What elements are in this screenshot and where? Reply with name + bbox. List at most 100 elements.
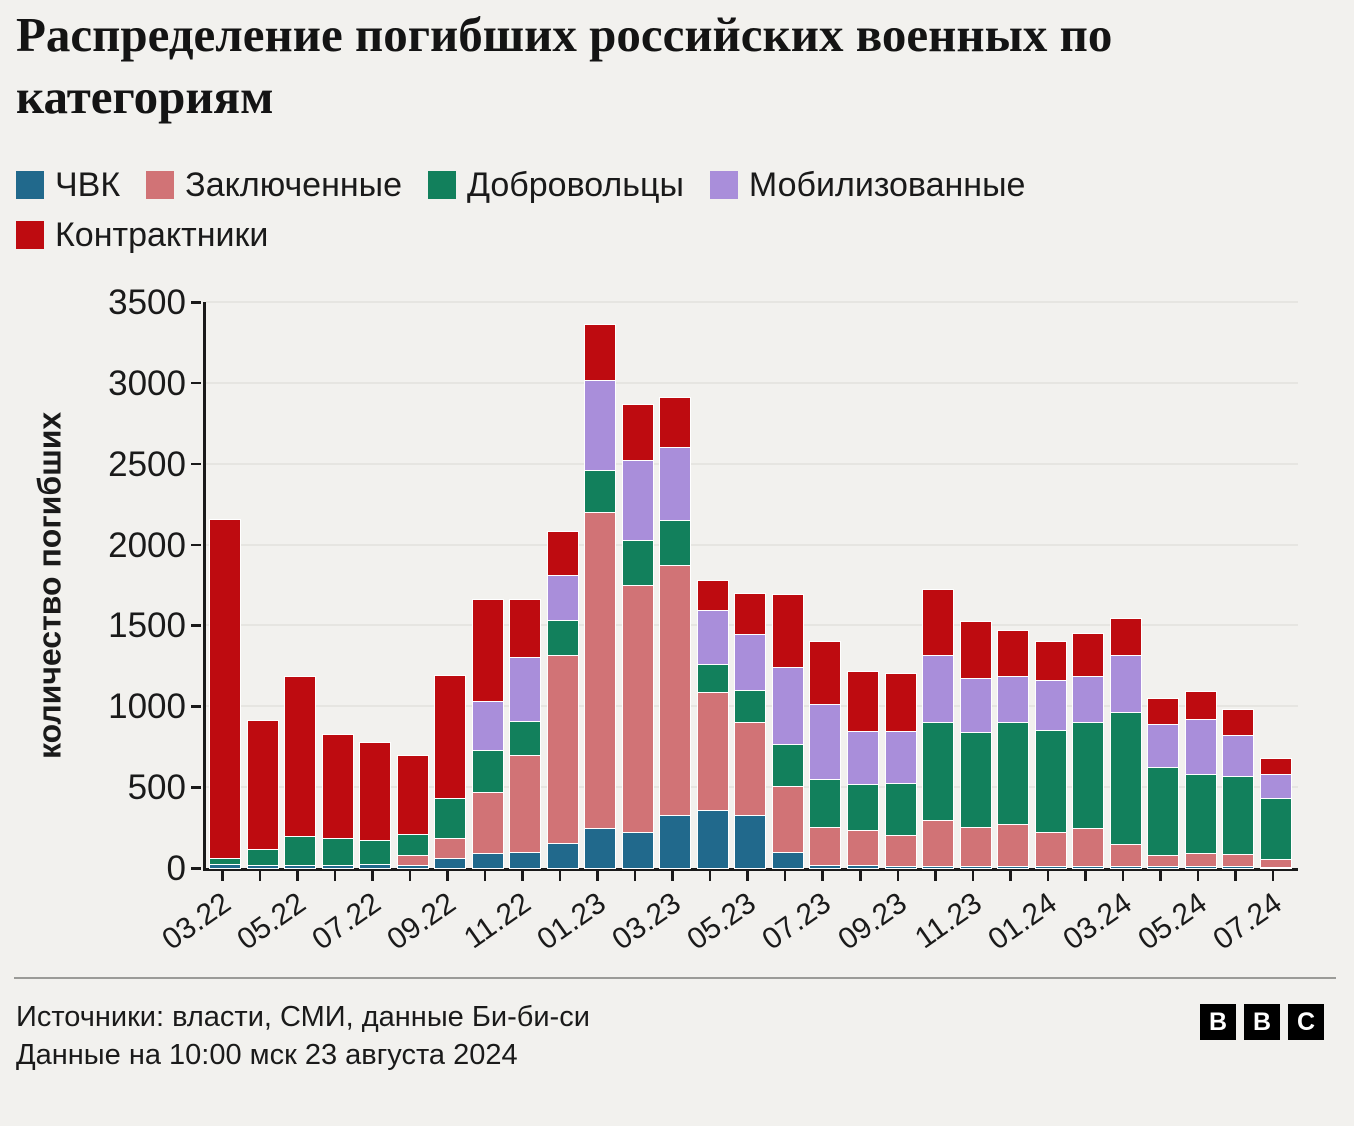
bar-05.23-segment-Мобилизованные <box>734 632 767 692</box>
bar-05.24-segment-Заключенные <box>1184 852 1217 868</box>
bar-12.23-segment-Мобилизованные <box>997 674 1030 724</box>
bar-06.24-segment-Контрактники <box>1222 709 1255 737</box>
x-axis-tick-07.22 <box>371 871 374 881</box>
bar-05.24-segment-ЧВК <box>1184 865 1217 869</box>
bar-02.24-segment-Добровольцы <box>1072 720 1105 830</box>
bar-06.23-segment-ЧВК <box>771 850 804 870</box>
bar-07.23-segment-Контрактники <box>809 640 842 705</box>
bar-10.22-segment-Добровольцы <box>471 748 504 794</box>
bar-01.24-segment-Мобилизованные <box>1034 679 1067 731</box>
bar-03.24-segment-ЧВК <box>1109 865 1142 869</box>
bar-12.22-segment-ЧВК <box>546 841 579 870</box>
bar-04.23-segment-Мобилизованные <box>696 609 729 666</box>
y-axis-tick-1000 <box>191 705 201 708</box>
legend-label: Заключенные <box>185 166 402 204</box>
x-axis-tick-09.22 <box>446 871 449 881</box>
x-axis-tick-11.23 <box>971 871 975 881</box>
bar-03.23-segment-Контрактники <box>659 397 692 448</box>
bar-06.24-segment-Добровольцы <box>1222 774 1255 856</box>
bar-04.23-segment-Заключенные <box>696 690 729 811</box>
bar-06.24-segment-Заключенные <box>1222 853 1255 868</box>
bar-08.23-segment-Контрактники <box>847 671 879 733</box>
bar-04.24-segment-Мобилизованные <box>1147 723 1180 768</box>
bar-12.22-segment-Добровольцы <box>546 618 579 657</box>
x-axis-tick-05.22 <box>296 871 299 881</box>
bar-02.24-segment-Контрактники <box>1072 633 1105 677</box>
bar-10.22-segment-ЧВК <box>471 852 504 869</box>
y-axis-tick-2000 <box>191 543 201 547</box>
y-axis-label-2500: 2500 <box>108 444 186 484</box>
y-axis-tick-3500 <box>191 301 201 304</box>
bar-02.23-segment-Мобилизованные <box>621 459 654 541</box>
y-axis-tick-500 <box>191 786 201 789</box>
x-axis-tick-05.24 <box>1196 871 1200 881</box>
bbc-logo-letter-2: C <box>1288 1004 1324 1040</box>
gridline-3000 <box>206 381 1298 384</box>
bar-07.23-segment-Заключенные <box>809 825 842 866</box>
bar-11.22-segment-Добровольцы <box>509 719 542 756</box>
bar-11.23-segment-Заключенные <box>959 825 992 868</box>
bar-03.24-segment-Заключенные <box>1109 842 1142 868</box>
x-axis-tick-03.24 <box>1121 871 1125 881</box>
footer-divider <box>14 977 1336 979</box>
x-axis-tick-05.23 <box>746 871 749 881</box>
bar-08.23-segment-Добровольцы <box>847 782 879 832</box>
bar-03.22-segment-Добровольцы <box>209 856 241 866</box>
y-axis-label-0: 0 <box>166 849 186 888</box>
bar-01.23-segment-Добровольцы <box>584 469 617 514</box>
bar-01.24-segment-ЧВК <box>1034 865 1067 869</box>
bar-09.23-segment-ЧВК <box>884 864 917 870</box>
legend-label: Добровольцы <box>466 166 684 204</box>
bar-07.24-segment-ЧВК <box>1259 866 1292 869</box>
bar-09.22-segment-Добровольцы <box>434 797 467 840</box>
x-axis-tick-04.23 <box>708 871 712 881</box>
x-axis-tick-06.24 <box>1234 871 1237 881</box>
bar-02.23-segment-Добровольцы <box>621 538 654 587</box>
bar-06.22-segment-ЧВК <box>321 863 354 870</box>
x-axis-tick-10.22 <box>483 871 487 881</box>
bar-10.23-segment-ЧВК <box>922 864 955 870</box>
bar-06.24-segment-Мобилизованные <box>1222 734 1255 777</box>
bar-04.23-segment-Добровольцы <box>696 663 729 693</box>
legend-item-3: Мобилизованные <box>709 166 1025 204</box>
bar-01.24-segment-Добровольцы <box>1034 728 1067 833</box>
bar-01.23-segment-Заключенные <box>584 511 617 829</box>
bar-01.23-segment-Контрактники <box>584 323 617 381</box>
bar-12.22-segment-Контрактники <box>546 531 579 576</box>
bar-12.23-segment-Добровольцы <box>997 721 1030 826</box>
x-axis-tick-12.22 <box>558 871 562 881</box>
y-axis-tick-1500 <box>191 624 201 627</box>
legend-label: ЧВК <box>55 166 121 204</box>
bar-12.22-segment-Мобилизованные <box>546 573 579 621</box>
y-axis-label-500: 500 <box>127 768 186 808</box>
bar-12.22-segment-Заключенные <box>546 654 579 844</box>
bar-12.23-segment-Заключенные <box>997 823 1030 868</box>
bar-04.22-segment-ЧВК <box>246 863 279 870</box>
bar-10.22-segment-Заключенные <box>471 791 504 855</box>
bar-04.24-segment-ЧВК <box>1147 865 1180 869</box>
gridline-3500 <box>206 301 1298 303</box>
bar-05.24-segment-Контрактники <box>1184 690 1217 721</box>
bar-03.24-segment-Добровольцы <box>1109 710 1142 845</box>
x-axis-tick-06.23 <box>783 871 787 881</box>
bar-07.23-segment-Добровольцы <box>809 778 842 828</box>
bar-09.22-segment-Заключенные <box>434 837 467 860</box>
x-axis-tick-06.22 <box>333 871 337 881</box>
legend: ЧВК Заключенные Добровольцы Мобилизованные К… <box>16 166 1166 254</box>
legend-label: Контрактники <box>55 216 269 254</box>
x-axis-tick-01.23 <box>596 871 599 881</box>
chart-title: Распределение погибших российских военны… <box>16 7 1113 124</box>
legend-swatch-icon <box>146 171 175 199</box>
bar-07.22-segment-Контрактники <box>359 742 392 841</box>
bar-03.22-segment-ЧВК <box>209 862 241 870</box>
bar-02.23-segment-ЧВК <box>621 830 654 870</box>
bar-01.24-segment-Контрактники <box>1034 640 1067 682</box>
y-axis-label-3000: 3000 <box>108 363 186 403</box>
bar-03.22-segment-Контрактники <box>209 518 241 859</box>
x-axis-tick-09.23 <box>896 871 900 881</box>
bar-03.23-segment-Заключенные <box>659 563 692 816</box>
bar-10.22-segment-Контрактники <box>471 598 504 703</box>
bar-05.22-segment-Добровольцы <box>284 834 317 866</box>
plot-area <box>203 301 1298 871</box>
